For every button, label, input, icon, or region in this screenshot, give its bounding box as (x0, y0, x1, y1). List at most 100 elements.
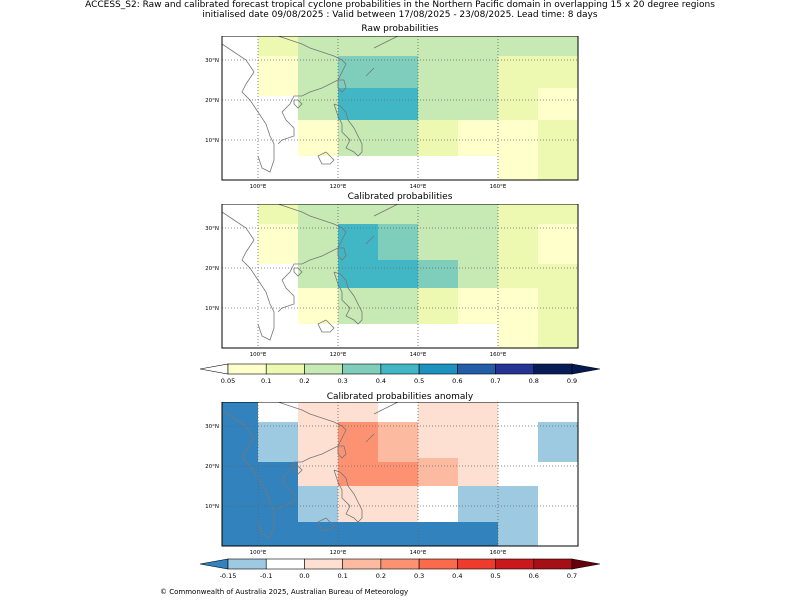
colorbar-segment (495, 363, 535, 375)
coastline (373, 402, 399, 415)
probability-cell (418, 402, 498, 458)
colorbar-segment (304, 558, 343, 570)
probability-cell (338, 260, 418, 288)
probability-cell (298, 522, 498, 546)
longitude-tick-label: 160°E (490, 550, 507, 556)
coastline (365, 235, 375, 245)
colorbar-extend-high (571, 363, 601, 375)
colorbar-tick-label: 0.3 (337, 377, 347, 385)
coastline (277, 204, 347, 313)
probability-cell (418, 260, 458, 288)
colorbar-tick-label: 0.6 (452, 377, 462, 385)
probability-cell (498, 36, 578, 56)
colorbar-tick-label: 0.05 (221, 377, 235, 385)
longitude-tick-label: 160°E (490, 352, 507, 358)
colorbar-segment (342, 363, 382, 375)
probability-cell (258, 56, 298, 96)
probability-cell (338, 88, 418, 120)
longitude-tick-label: 120°E (330, 184, 347, 190)
colorbar-segment (227, 363, 267, 375)
copyright-footer: © Commonwealth of Australia 2025, Austra… (160, 588, 409, 596)
probability-cell (498, 120, 538, 180)
coastline (333, 271, 363, 325)
coastline (373, 36, 399, 49)
probability-cell (498, 522, 538, 546)
probability-cell (418, 458, 458, 486)
latitude-tick-label: 10°N (205, 306, 219, 312)
colorbar-tick-label: -0.15 (220, 572, 237, 580)
map-frame (221, 402, 579, 547)
probability-cell (258, 462, 298, 546)
coastline (333, 469, 363, 523)
colorbar-tick-label: 0.2 (299, 377, 309, 385)
colorbar-tick-label: -0.1 (260, 572, 273, 580)
probability-cell (418, 288, 458, 324)
probability-cell (418, 56, 498, 96)
colorbar-extend-low (199, 558, 229, 570)
map-frame (221, 204, 579, 349)
probability-cell (458, 288, 498, 324)
probability-cell (538, 224, 578, 264)
probability-cell (538, 120, 578, 180)
colorbar-segment (380, 363, 420, 375)
probability-cell (378, 204, 418, 224)
coastline (317, 517, 335, 531)
colorbar-segment (265, 363, 305, 375)
colorbar-segment (457, 363, 496, 375)
probability-cell (538, 88, 578, 120)
probability-cell (338, 486, 418, 522)
map-frame (221, 36, 579, 181)
figure-title-line-2: initialised date 09/08/2025 : Valid betw… (202, 10, 598, 20)
colorbar-tick-label: 0.2 (376, 572, 386, 580)
colorbar-segment (457, 558, 496, 570)
probability-cell (458, 120, 498, 156)
probability-cell (418, 204, 498, 224)
colorbar-tick-label: 0.1 (337, 572, 347, 580)
panel-title-raw: Raw probabilities (361, 24, 439, 34)
latitude-tick-label: 30°N (205, 226, 219, 232)
colorbar-tick-label: 0.6 (529, 572, 539, 580)
probability-cell (538, 422, 578, 462)
longitude-tick-label: 100°E (250, 352, 267, 358)
colorbar-segment (304, 363, 343, 375)
colorbar-segment (418, 363, 458, 375)
coastline (337, 445, 347, 459)
longitude-tick-label: 120°E (330, 352, 347, 358)
colorbar-segment (265, 558, 305, 570)
colorbar-segment (227, 558, 267, 570)
colorbar-segment (533, 363, 573, 375)
probability-cell (338, 288, 418, 324)
colorbar-segment (342, 558, 382, 570)
probability-cell (258, 36, 298, 56)
figure-title-line-1: ACCESS_S2: Raw and calibrated forecast t… (85, 0, 715, 10)
map-panel-anomaly: 100°E 120°E 140°E 160°E 30°N 20°N 10°N (205, 402, 579, 556)
probability-cell (298, 224, 338, 264)
colorbar-tick-label: 0.8 (529, 377, 539, 385)
longitude-tick-label: 140°E (410, 352, 427, 358)
probability-cell (258, 224, 298, 264)
colorbar-segment (495, 558, 535, 570)
probability-cell (222, 402, 258, 546)
colorbar-tick-label: 0.4 (452, 572, 462, 580)
probability-cell (338, 120, 418, 156)
colorbar-segment (418, 558, 458, 570)
coastline (333, 103, 363, 157)
longitude-tick-label: 120°E (330, 550, 347, 556)
latitude-tick-label: 20°N (205, 464, 219, 470)
longitude-tick-label: 140°E (410, 550, 427, 556)
colorbar-segment (533, 558, 573, 570)
colorbar-tick-label: 0.0 (299, 572, 309, 580)
probability-cell (298, 422, 338, 486)
colorbar-extend-high (571, 558, 601, 570)
probability-cell (418, 96, 498, 120)
colorbar-tick-label: 0.7 (490, 377, 500, 385)
colorbar-tick-label: 0.3 (414, 572, 424, 580)
latitude-tick-label: 10°N (205, 138, 219, 144)
longitude-tick-label: 100°E (250, 550, 267, 556)
probability-cell (498, 224, 538, 264)
probability-cell (298, 120, 338, 156)
coastline (337, 79, 347, 93)
panel-title-anomaly: Calibrated probabilities anomaly (326, 392, 474, 402)
colorbar-segment (380, 558, 420, 570)
colorbar-tick-label: 0.7 (567, 572, 577, 580)
